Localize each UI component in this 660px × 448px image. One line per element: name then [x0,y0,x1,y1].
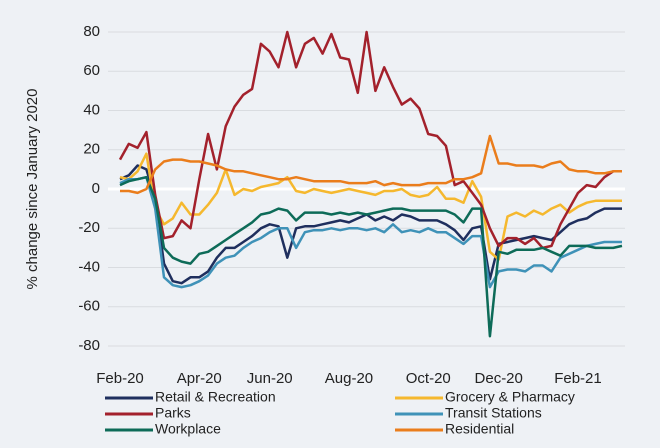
legend-label: Parks [155,405,191,421]
y-tick-label: -40 [78,258,100,275]
y-axis-label: % change since January 2020 [24,89,41,290]
series-line [119,175,622,289]
legend-label: Residential [445,421,514,437]
legend-label: Transit Stations [445,405,542,421]
x-tick-label: Feb-20 [96,370,144,387]
y-tick-label: 40 [83,101,100,118]
series-line [119,164,622,285]
y-tick-label: 80 [83,23,100,40]
y-tick-label: 0 [92,180,100,197]
legend-label: Workplace [155,421,221,437]
x-tick-label: Feb-21 [554,370,602,387]
y-tick-label: -20 [78,219,100,236]
x-tick-label: Dec-20 [475,370,523,387]
x-tick-label: Jun-20 [247,370,293,387]
series-line [118,30,622,250]
series-line [120,134,622,195]
x-tick-label: Aug-20 [325,370,373,387]
y-tick-label: 60 [83,62,100,79]
y-tick-label: 20 [83,141,100,158]
legend-label: Retail & Recreation [155,389,276,405]
y-tick-label: -60 [78,298,100,315]
legend-label: Grocery & Pharmacy [445,389,575,405]
y-tick-label: -80 [78,337,100,354]
x-tick-label: Oct-20 [406,370,451,387]
series-line [119,152,622,261]
series-line [119,175,623,338]
x-tick-label: Apr-20 [177,370,222,387]
